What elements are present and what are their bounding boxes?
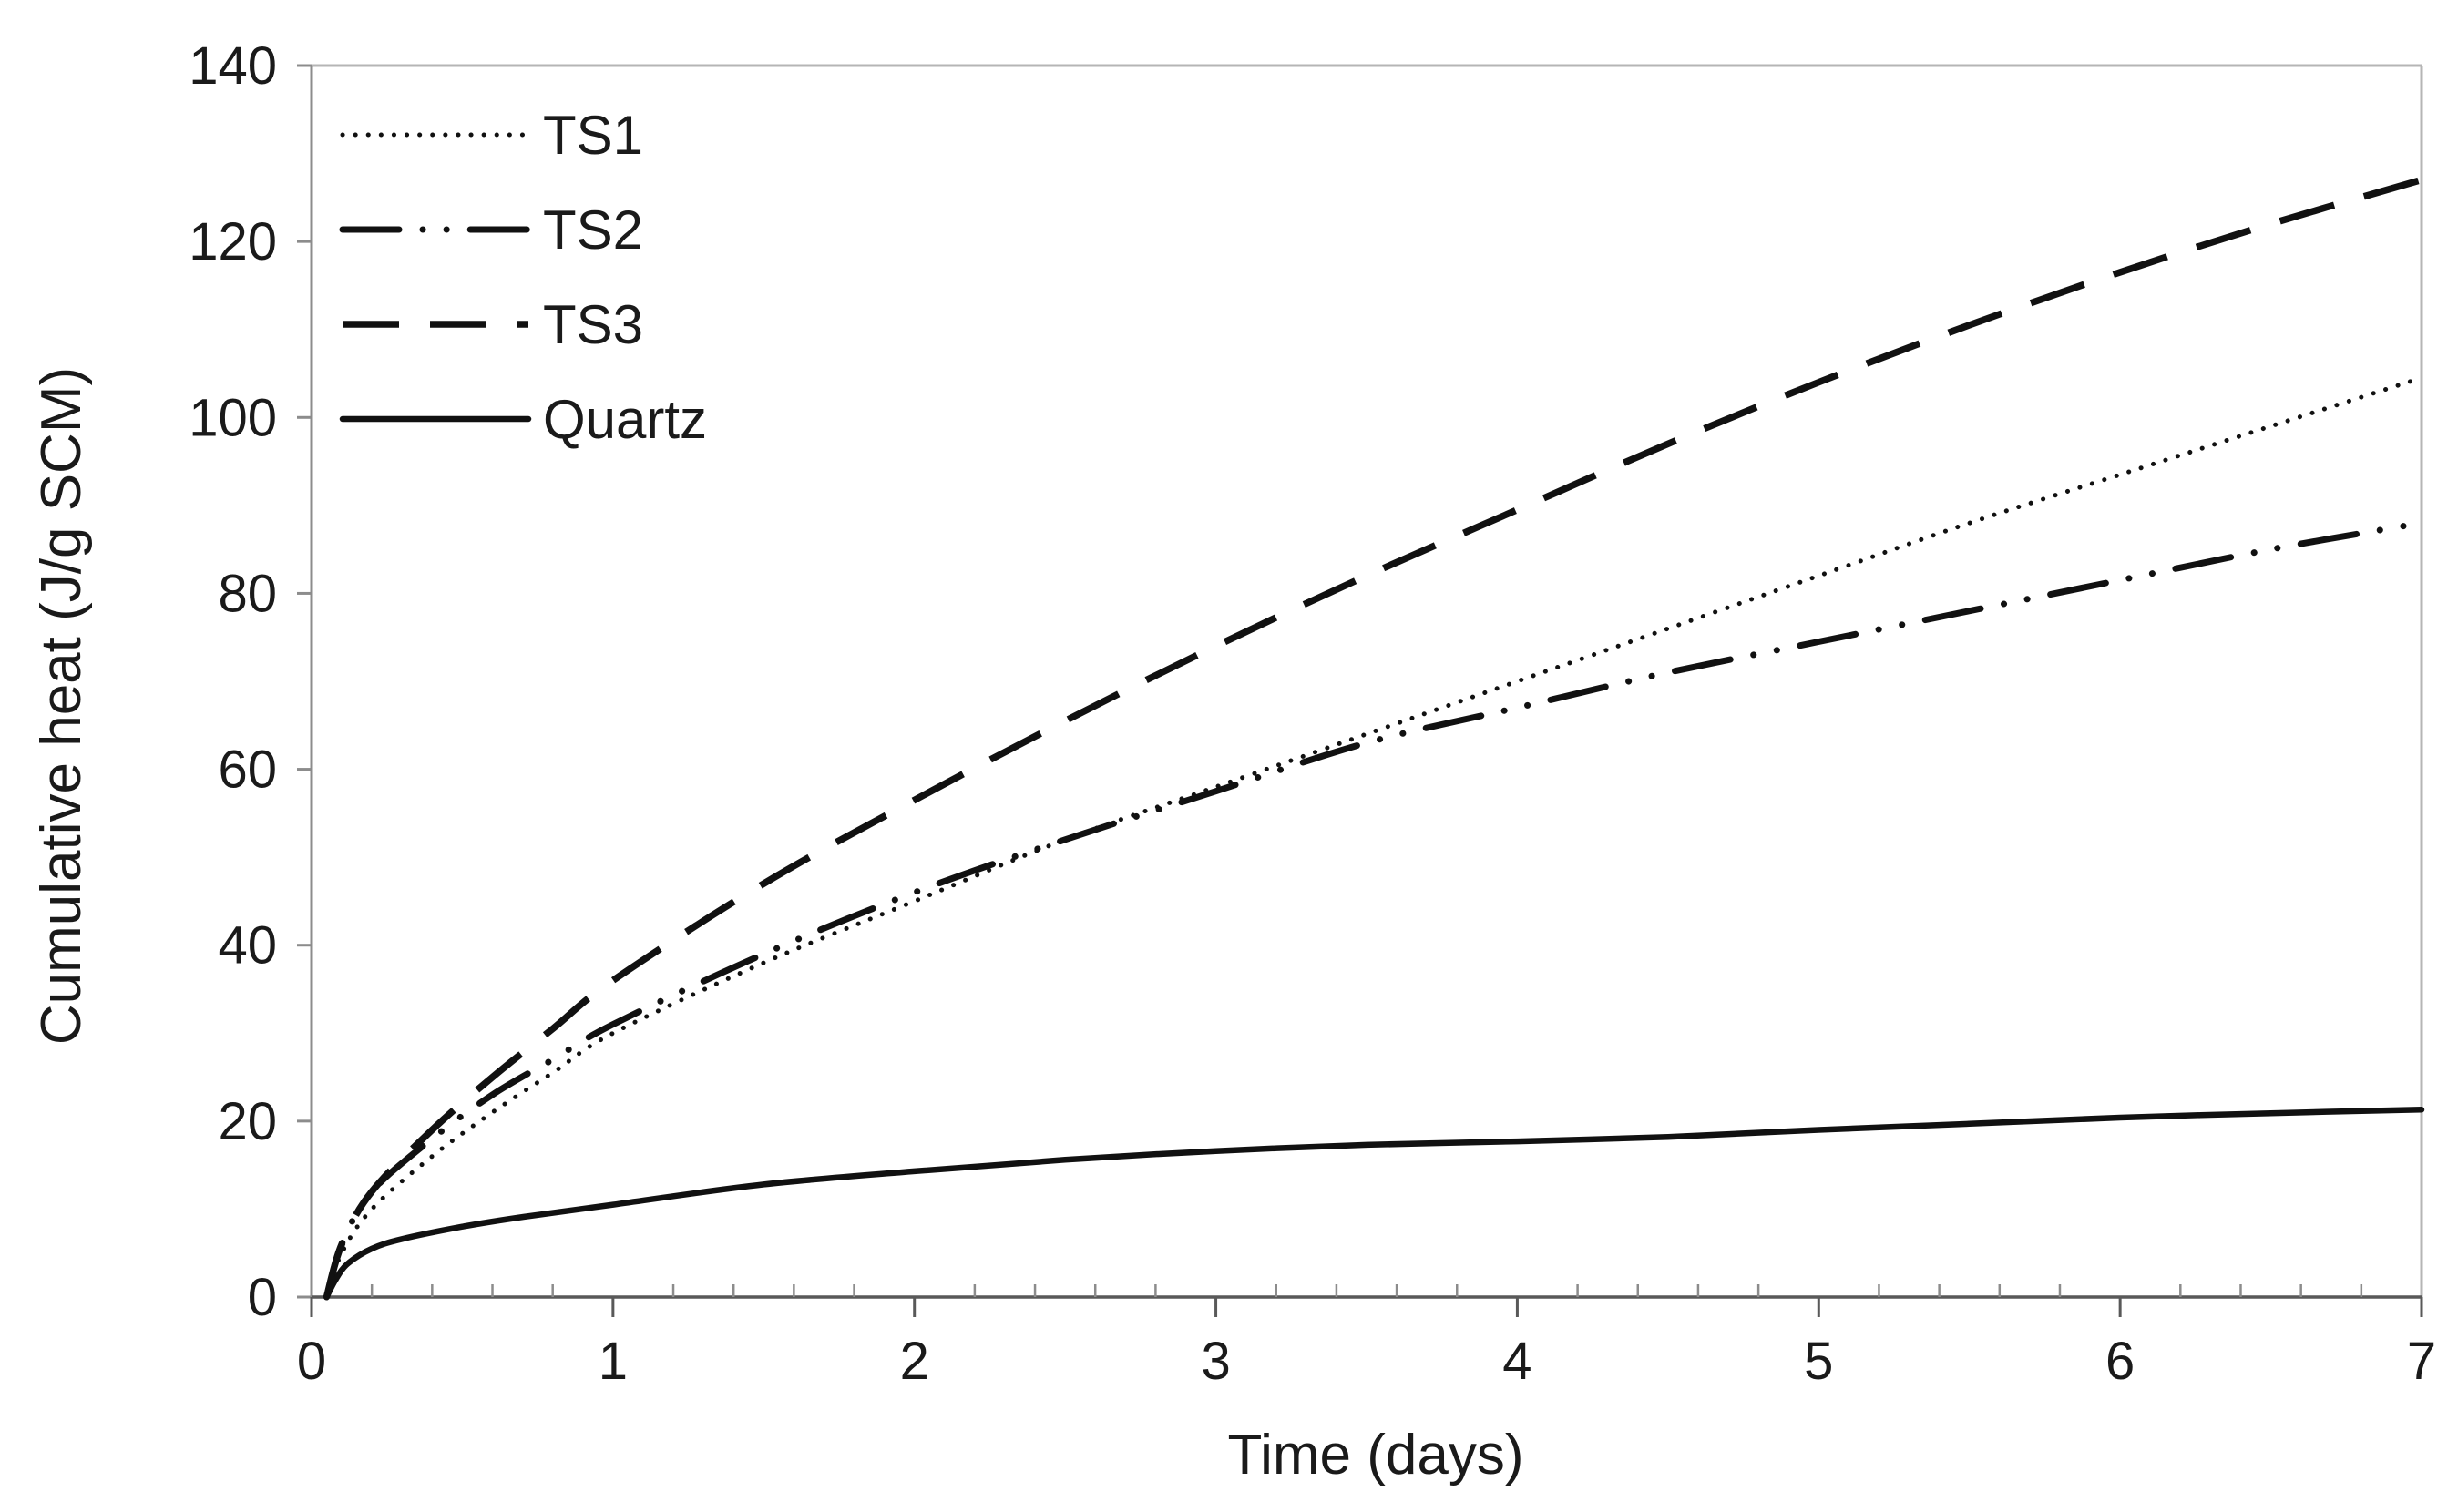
series-line-ts2 <box>323 519 2425 1301</box>
y-tick-label: 140 <box>189 36 277 96</box>
y-tick-label: 80 <box>218 564 277 623</box>
legend-label-quartz: Quartz <box>543 389 707 450</box>
legend-label-ts1: TS1 <box>543 105 643 166</box>
series-line-ts3 <box>323 176 2423 1299</box>
y-tick-label: 100 <box>189 388 277 447</box>
y-tick-label: 120 <box>189 212 277 271</box>
y-tick-label: 60 <box>218 741 277 800</box>
axes <box>310 64 2423 1299</box>
y-axis-title: Cumulative heat (J/g SCM) <box>30 367 93 1045</box>
series-line-ts1 <box>324 375 2424 1300</box>
legend-label-ts3: TS3 <box>543 294 643 355</box>
x-tick-label: 7 <box>2407 1332 2436 1391</box>
y-tick-label: 40 <box>218 916 277 976</box>
x-tick-label: 0 <box>297 1332 326 1391</box>
x-tick-label: 3 <box>1201 1332 1230 1391</box>
legend: TS1 TS2 TS3 Quartz <box>339 105 707 450</box>
series-line-quartz <box>323 1107 2425 1301</box>
y-tick-label: 0 <box>248 1268 277 1327</box>
y-tick-label: 20 <box>218 1092 277 1151</box>
tick-marks <box>297 64 2423 1317</box>
tick-labels: 0 20 40 60 80 100 120 140 0 1 2 3 4 5 6 7 <box>189 36 2436 1391</box>
x-tick-label: 4 <box>1502 1332 1531 1391</box>
x-tick-label: 2 <box>900 1332 929 1391</box>
data-series <box>323 176 2425 1301</box>
x-tick-label: 5 <box>1804 1332 1833 1391</box>
x-axis-title: Time (days) <box>1228 1424 1524 1486</box>
legend-label-ts2: TS2 <box>543 199 643 261</box>
x-tick-label: 6 <box>2105 1332 2135 1391</box>
x-tick-label: 1 <box>599 1332 628 1391</box>
